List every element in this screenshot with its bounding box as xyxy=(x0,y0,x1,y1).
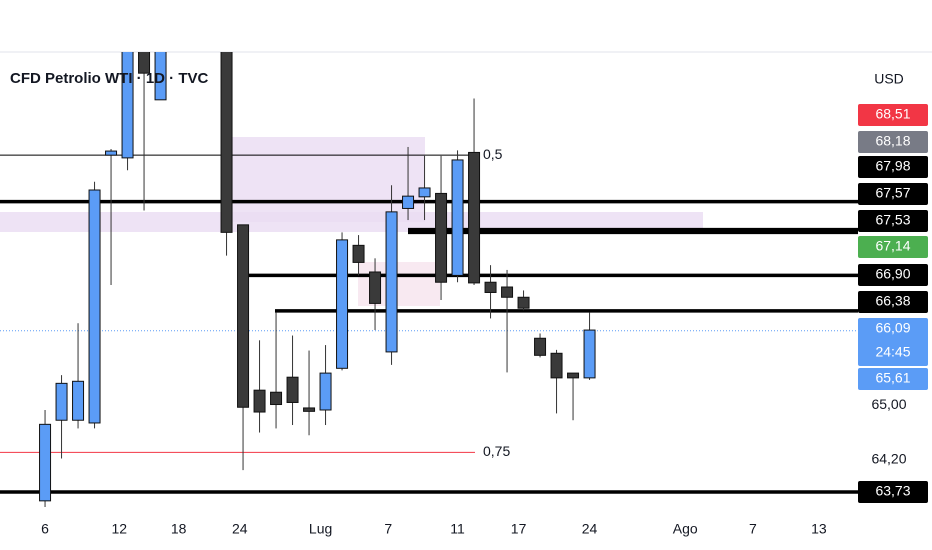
candle-body xyxy=(72,380,85,421)
x-tick-label: 6 xyxy=(41,521,49,537)
x-tick-label: 24 xyxy=(582,521,598,537)
candle-body xyxy=(138,52,151,74)
candle-body xyxy=(369,271,382,304)
price-badge xyxy=(858,183,928,205)
candle-body xyxy=(39,423,52,502)
x-tick-label: 17 xyxy=(511,521,527,537)
price-badge-label: 67,14 xyxy=(875,238,910,254)
price-badge xyxy=(858,368,928,390)
candle-body xyxy=(468,151,481,284)
x-tick-label: 24 xyxy=(232,521,248,537)
x-tick-label: Ago xyxy=(673,521,698,537)
price-badge-label: 68,18 xyxy=(875,133,910,149)
plot xyxy=(0,52,858,507)
price-badge xyxy=(858,291,928,313)
candle-body xyxy=(336,239,349,369)
price-badge xyxy=(858,156,928,178)
price-badge-label: 67,98 xyxy=(875,158,910,174)
x-tick-label: 7 xyxy=(384,521,392,537)
candle-body xyxy=(567,372,580,379)
price-badge xyxy=(858,236,928,258)
candle-body xyxy=(220,52,233,233)
price-badge-label: 66,38 xyxy=(875,293,910,309)
price-badge-label: 65,61 xyxy=(875,370,910,386)
price-badge-label: 66,90 xyxy=(875,266,910,282)
candle-body xyxy=(105,150,118,156)
x-tick-label: Lug xyxy=(309,521,332,537)
candle-body xyxy=(418,187,431,198)
price-badge xyxy=(858,481,928,503)
candle-body xyxy=(435,192,448,283)
x-tick-label: 7 xyxy=(749,521,757,537)
candle-body xyxy=(501,286,514,298)
candle-body xyxy=(352,244,365,263)
candle-body xyxy=(237,224,250,408)
candle-body xyxy=(270,391,283,406)
candle-body xyxy=(402,195,415,209)
x-tick-label: 11 xyxy=(450,521,465,537)
candle-body xyxy=(583,329,596,379)
candle-body xyxy=(484,281,497,293)
candle-body xyxy=(517,296,530,309)
countdown: 24:45 xyxy=(875,344,910,360)
price-badge xyxy=(858,264,928,286)
price-badge xyxy=(858,210,928,232)
price-badge-label: 66,09 xyxy=(875,320,910,336)
candle-body xyxy=(451,159,464,276)
x-tick-label: 18 xyxy=(171,521,187,537)
price-badge xyxy=(858,104,928,126)
candle-body xyxy=(550,352,563,379)
candle-body xyxy=(253,389,266,413)
fib-label: 0,75 xyxy=(483,443,510,459)
price-badge-label: 68,51 xyxy=(875,106,910,122)
currency: USD xyxy=(874,71,904,87)
zones xyxy=(0,137,703,306)
candle-body xyxy=(55,382,68,421)
chart-title: CFD Petrolio WTI · 1D · TVC xyxy=(10,70,208,87)
candle-body xyxy=(121,52,134,159)
price-badge-label: 63,73 xyxy=(875,483,910,499)
y-tick-label: 64,20 xyxy=(871,451,906,467)
candle-body xyxy=(319,372,332,411)
price-badge-label: 67,57 xyxy=(875,185,910,201)
candle-body xyxy=(88,189,101,424)
candle-body xyxy=(385,211,398,353)
price-badge-label: 67,53 xyxy=(875,212,910,228)
x-tick-label: 13 xyxy=(811,521,827,537)
candle-body xyxy=(534,337,547,356)
zone xyxy=(0,212,703,232)
x-tick-label: 12 xyxy=(112,521,128,537)
zone xyxy=(230,137,425,222)
price-badge xyxy=(858,318,928,366)
y-tick-label: 65,00 xyxy=(871,396,906,412)
price-badge xyxy=(858,131,928,153)
fib-label: 0,5 xyxy=(483,146,503,162)
candle-body xyxy=(303,407,316,412)
candle-body xyxy=(154,52,167,101)
candle-body xyxy=(286,376,299,403)
